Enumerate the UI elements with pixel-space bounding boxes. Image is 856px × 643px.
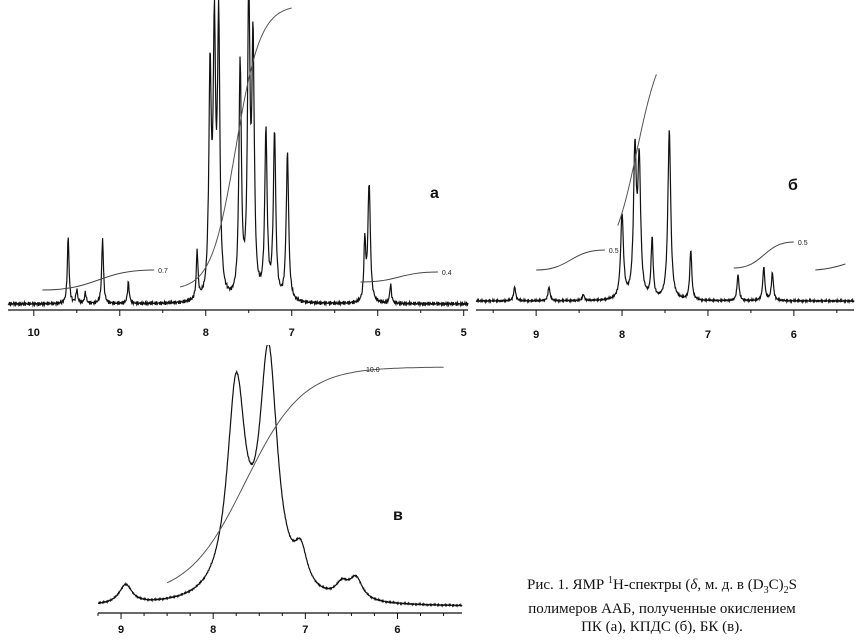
spectrum-panel-c: 9 8 7 6 10.0 в [90,345,470,643]
x-tick-label: 9 [533,329,539,341]
spectrum-c-plot: 9 8 7 6 10.0 в [97,345,463,636]
x-tick-label: 9 [117,327,123,339]
integral-value-label: 10.0 [366,367,380,374]
caption-sub: 2 [783,585,789,596]
caption-delta: δ [690,577,698,593]
x-tick-label: 9 [118,624,124,636]
x-tick-label: 6 [375,327,381,339]
caption-text: , м. д. в (D [697,577,764,593]
integral-curve [733,241,794,269]
integral-value-label: 0.5 [798,240,808,247]
integral-curve [536,249,605,271]
integral-curve-main [179,7,292,288]
caption-line-1: Рис. 1. ЯМР 1Н-спектры (δ, м. д. в (D3C)… [452,572,856,600]
x-tick-label: 8 [203,327,209,339]
x-tick-label: 6 [791,329,797,341]
integral-curve-main [166,366,444,584]
caption-text: Рис. 1. ЯМР [527,577,608,593]
caption-sup: 1 [608,575,613,586]
x-tick-label: 7 [289,327,295,339]
integral-value-label: 0.5 [609,248,619,255]
spectrum-trace [475,130,855,305]
integral-curve [360,271,438,283]
x-tick-label: 7 [705,329,711,341]
integral-curve [815,263,846,271]
x-tick-label: 5 [461,327,467,339]
x-tick-label: 8 [210,624,216,636]
integral-value-label: 0.7 [158,268,168,275]
panel-label: а [430,185,439,202]
x-tick-label: 8 [619,329,625,341]
caption-line-2: полимеров ААБ, полученные окислением [528,601,796,617]
spectrum-trace [7,0,469,308]
spectrum-b-plot: 9 8 7 6 0.5 0.5 б [475,74,855,341]
x-tick-label: 7 [302,624,308,636]
figure-caption: Рис. 1. ЯМР 1Н-спектры (δ, м. д. в (D3C)… [452,572,856,636]
caption-line-3: ПК (а), КПДС (б), БК (в). [581,619,743,635]
integral-curve-main [617,74,657,226]
caption-text: S [788,577,797,593]
panel-label: в [393,507,403,524]
caption-sub: 3 [763,585,769,596]
x-tick-label: 10 [28,327,40,339]
x-tick-label: 6 [394,624,400,636]
spectrum-panel-b: 9 8 7 6 0.5 0.5 б [468,30,856,360]
integral-value-label: 0.4 [442,270,452,277]
caption-text: C) [768,577,784,593]
spectrum-panel-a: 10 9 8 7 6 5 0.7 0.4 а [0,0,470,345]
spectrum-trace [97,345,463,608]
panel-label: б [788,177,798,194]
caption-text: Н-спектры ( [613,577,691,593]
integral-curve [42,269,155,291]
spectrum-a-plot: 10 9 8 7 6 5 0.7 0.4 а [7,0,469,339]
